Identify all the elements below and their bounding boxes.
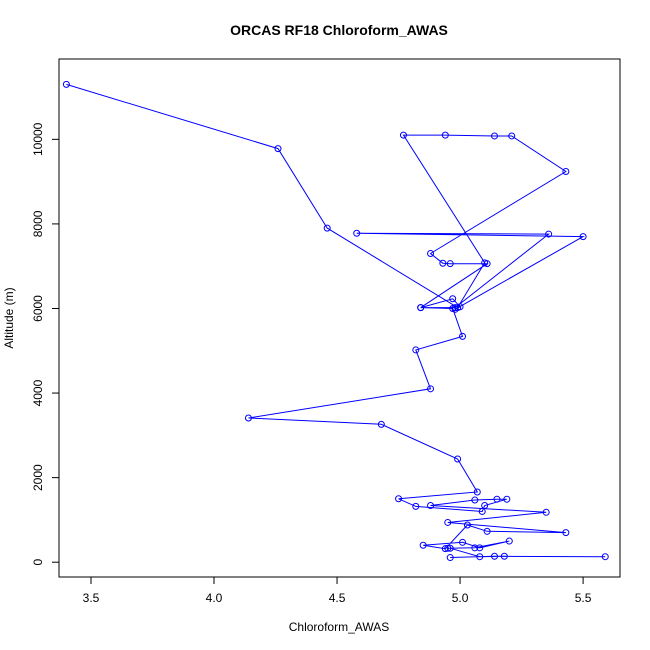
y-tick-label: 8000: [31, 210, 45, 237]
data-point: [508, 132, 516, 140]
y-tick-label: 10000: [31, 122, 45, 156]
x-tick-label: 4.0: [206, 591, 223, 605]
data-point: [491, 132, 499, 140]
data-point: [449, 304, 457, 312]
data-point: [463, 521, 471, 529]
data-point: [478, 507, 486, 515]
data-series: [62, 80, 609, 562]
data-point: [446, 554, 454, 562]
data-point: [419, 541, 427, 549]
data-point: [427, 385, 435, 393]
data-point: [444, 518, 452, 526]
y-tick-label: 4000: [31, 379, 45, 406]
data-point: [459, 332, 467, 340]
data-point: [459, 538, 467, 546]
data-point: [471, 544, 479, 552]
data-point: [454, 455, 462, 463]
data-point: [500, 552, 508, 560]
data-point: [493, 495, 501, 503]
data-point: [505, 537, 513, 545]
data-point: [491, 552, 499, 560]
y-tick-label: 0: [31, 559, 45, 566]
data-point: [476, 544, 484, 552]
data-point: [601, 553, 609, 561]
data-point: [483, 260, 491, 268]
data-point: [476, 553, 484, 561]
data-point: [446, 260, 454, 268]
y-axis-label: Altitude (m): [2, 287, 16, 348]
data-point: [412, 346, 420, 354]
data-point: [427, 502, 435, 510]
data-point: [412, 502, 420, 510]
x-tick-label: 5.0: [452, 591, 469, 605]
data-point: [377, 420, 385, 428]
data-point: [441, 131, 449, 139]
data-point: [417, 304, 425, 312]
data-point: [579, 233, 587, 241]
data-point: [483, 527, 491, 535]
data-point: [481, 502, 489, 510]
series-line: [66, 83, 606, 558]
data-point: [545, 230, 553, 238]
data-point: [562, 529, 570, 537]
data-point: [395, 495, 403, 503]
data-point: [542, 508, 550, 516]
data-point: [441, 545, 449, 553]
plot-frame: [58, 58, 621, 578]
x-tick-label: 3.5: [83, 591, 100, 605]
data-point: [353, 229, 361, 237]
y-tick-label: 6000: [31, 295, 45, 322]
data-point: [446, 544, 454, 552]
data-point: [444, 544, 452, 552]
data-point: [503, 495, 511, 503]
data-point: [562, 167, 570, 175]
y-tick-label: 2000: [31, 464, 45, 491]
x-axis-label: Chloroform_AWAS: [289, 620, 389, 634]
data-point: [274, 145, 282, 153]
chart-title: ORCAS RF18 Chloroform_AWAS: [230, 22, 448, 38]
data-point: [244, 414, 252, 422]
x-tick-label: 5.5: [575, 591, 592, 605]
data-point: [449, 295, 457, 303]
data-point: [427, 250, 435, 258]
x-axis: 3.5 4.0 4.5 5.0 5.5: [83, 576, 592, 605]
y-axis: 0 2000 4000 6000 8000 10000: [31, 122, 60, 566]
x-tick-label: 4.5: [329, 591, 346, 605]
data-point: [62, 80, 70, 88]
data-point: [323, 224, 331, 232]
data-point: [471, 496, 479, 504]
data-point: [399, 131, 407, 139]
data-point: [439, 259, 447, 267]
data-point: [473, 488, 481, 496]
